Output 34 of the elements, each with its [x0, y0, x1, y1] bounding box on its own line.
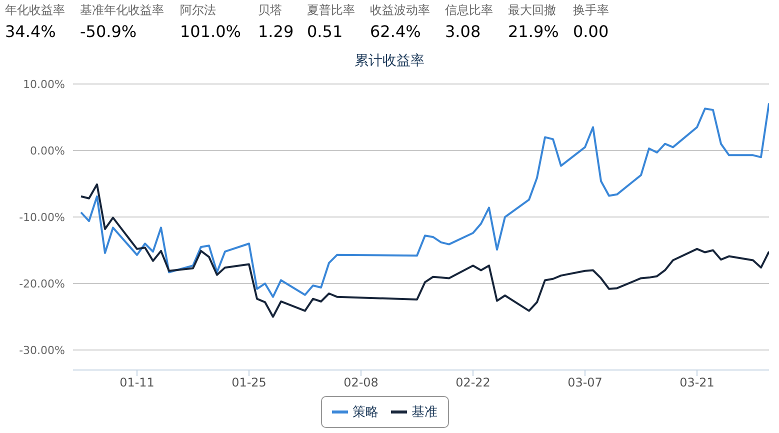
- text: 最大回撤: [508, 2, 557, 19]
- legend-label: 策略: [352, 404, 378, 421]
- x-tick-label: 03-07: [568, 376, 602, 390]
- y-tick-label: -30.00%: [19, 344, 65, 357]
- text: 1.29: [258, 22, 294, 41]
- y-tick-label: -20.00%: [19, 277, 65, 290]
- x-tick-label: 01-25: [232, 376, 266, 390]
- text: 101.0%: [180, 22, 242, 41]
- line-series: [80, 102, 769, 298]
- text: 夏普比率: [307, 2, 355, 19]
- text: 21.9%: [508, 22, 559, 41]
- text: -50.9%: [80, 22, 138, 41]
- text: 阿尔法: [180, 2, 217, 19]
- x-tick-label: 03-21: [680, 376, 714, 390]
- y-tick-label: 0.00%: [30, 144, 65, 158]
- text: 贝塔: [258, 2, 283, 19]
- text: 换手率: [573, 2, 609, 19]
- legend-label: 基准: [412, 404, 438, 421]
- text: 0.00: [573, 22, 609, 41]
- chart-title: 累计收益率: [354, 52, 426, 70]
- y-tick-label: 10.00%: [23, 78, 65, 91]
- text: 62.4%: [370, 22, 422, 41]
- text: 3.08: [445, 22, 482, 41]
- x-tick-label: 01-11: [120, 376, 154, 390]
- text: 0.51: [307, 22, 344, 41]
- text: 信息比率: [445, 2, 493, 19]
- x-tick-label: 02-08: [344, 376, 378, 390]
- line-series: [80, 183, 769, 318]
- x-tick-label: 02-22: [456, 376, 490, 390]
- y-tick-label: -10.00%: [19, 210, 65, 224]
- text: 收益波动率: [370, 2, 430, 19]
- text: 34.4%: [5, 22, 57, 41]
- text: 基准年化收益率: [80, 2, 164, 19]
- text: 年化收益率: [5, 2, 65, 19]
